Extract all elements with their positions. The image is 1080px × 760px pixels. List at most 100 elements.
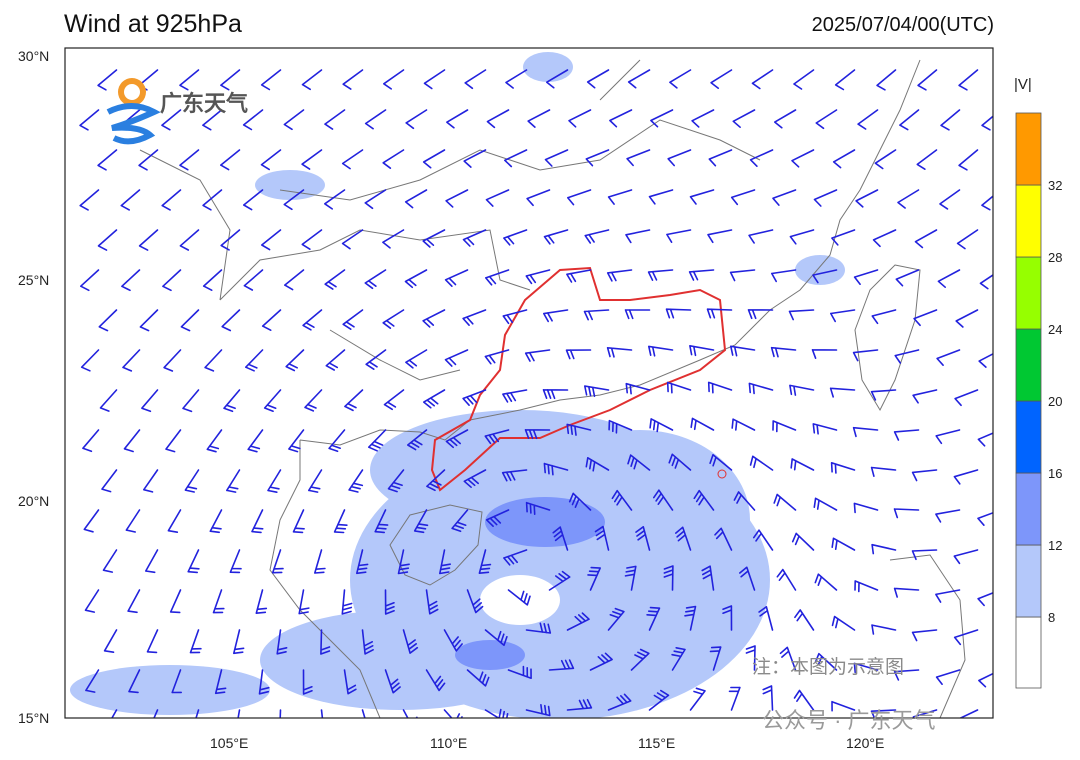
wind-barb [611,489,633,511]
wind-barb [344,389,364,412]
wind-barb [893,429,920,441]
wind-barb [543,462,569,476]
wind-barb [341,149,364,170]
wind-barb [791,532,815,551]
wind-barb [348,469,364,493]
wind-barb [977,511,993,526]
wind-barb [666,229,692,243]
wind-barb [261,229,282,251]
wind-barb [543,309,569,323]
wind-barb [648,189,674,205]
wind-barb [138,149,159,171]
wind-barb [405,109,428,130]
vietnam-coast [269,440,381,718]
wind-barb [607,607,625,631]
wind-barb [978,353,993,368]
colorbar-segment [1015,616,1042,689]
wind-barb [748,382,774,395]
wind-barb [308,469,323,493]
wind-barb [292,509,305,534]
colorbar-segment [1015,472,1042,546]
wind-barb [587,566,601,591]
wind-barb [667,149,692,167]
wind-barb [954,389,979,407]
wind-barb [502,309,528,325]
wind-barb [368,429,387,452]
wind-barb [585,457,610,472]
wind-barb [143,469,159,493]
wind-barb [463,149,487,168]
wind-barb [774,109,797,129]
wind-barb [255,589,268,614]
wind-barb [688,269,715,281]
wind-barb [298,589,310,615]
wind-barb [182,389,200,413]
wind-barb [503,229,528,246]
wind-barb [422,149,446,169]
wind-barb [893,508,920,519]
wind-barb [939,189,961,210]
lat-tick: 20°N [18,493,50,509]
wind-barb [794,609,815,631]
wind-barb [103,629,118,653]
wind-barb [484,349,510,365]
wind-barb [85,669,100,693]
wind-barb [404,189,428,209]
shade-12 [255,170,325,200]
wind-barb [749,455,774,471]
wind-barb [382,229,405,249]
wind-barb [899,109,920,131]
wind-barb [324,269,346,290]
wind-barb [82,429,100,453]
wind-barb [83,509,100,533]
wind-barb [789,384,815,396]
wind-barb [707,229,733,244]
wind-barb [857,109,879,130]
wind-speed-shading [70,52,845,718]
wind-barb [583,309,610,321]
wind-barb [502,389,528,403]
wind-barb [525,622,552,634]
wind-barb [80,349,100,372]
colorbar-level: 20 [1048,394,1063,409]
wind-barb [180,309,200,332]
wind-barb [524,349,551,362]
wind-barb [422,309,446,328]
wind-barb [830,462,856,474]
wind-barb [608,419,633,434]
wind-barb [283,109,305,131]
wind-barb [507,665,532,679]
wind-barb [365,349,387,370]
wind-barb [301,229,323,250]
wind-barb [320,629,331,655]
wind-barb [749,149,774,167]
wind-barb [122,349,141,372]
wind-barb [341,229,364,250]
taiwan-island [854,264,921,412]
wind-barb [271,549,284,574]
wind-barb [872,229,897,248]
wind-barb [607,189,633,205]
wind-barb [762,685,774,711]
wind-barb [829,387,856,398]
wind-barb [650,109,674,128]
wind-barb [722,605,733,631]
wind-barb [912,389,938,404]
wind-barb [443,709,463,718]
wind-barb [691,109,715,128]
wind-barb [567,189,592,206]
wind-barb [184,469,200,493]
wind-barb [189,629,202,654]
wind-barb [302,309,323,331]
wind-barb [811,349,838,359]
colorbar-segment [1015,400,1042,474]
wind-barb [997,550,1019,566]
wind-barb [444,269,469,287]
shade-12 [523,52,573,82]
wind-barb [709,454,733,471]
wind-barb [444,349,469,367]
wind-barb [304,389,323,412]
wind-barb [646,606,661,631]
wind-barb [895,269,920,287]
wind-barb [812,269,838,284]
